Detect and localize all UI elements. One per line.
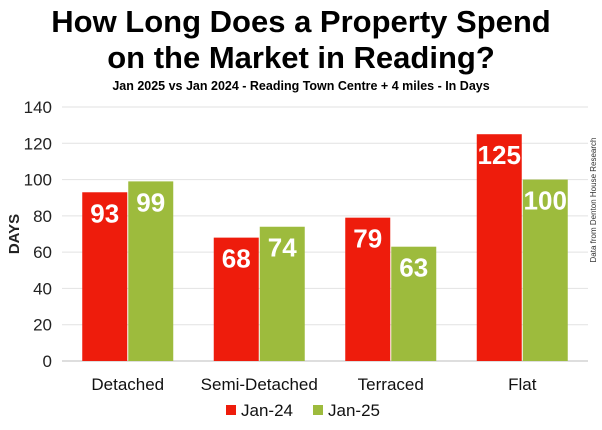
bar bbox=[128, 181, 174, 361]
y-tick-label: 80 bbox=[33, 207, 52, 226]
x-axis-categories: Detached Semi-Detached Terraced Flat bbox=[91, 375, 536, 394]
legend-label: Jan-24 bbox=[241, 401, 293, 420]
bar-value-label: 125 bbox=[478, 140, 521, 170]
bar-value-label: 74 bbox=[268, 233, 297, 263]
bar-value-label: 68 bbox=[222, 244, 251, 274]
bar bbox=[522, 179, 568, 361]
bar bbox=[259, 226, 305, 361]
y-axis-ticks: 0 20 40 60 80 100 120 140 bbox=[24, 98, 52, 371]
bar bbox=[476, 134, 522, 361]
y-tick-label: 100 bbox=[24, 171, 52, 190]
chart-title-line-1: How Long Does a Property Spend bbox=[51, 4, 551, 39]
y-tick-label: 120 bbox=[24, 134, 52, 153]
source-note: Data from Denton House Research bbox=[589, 138, 598, 263]
chart-title-line-2: on the Market in Reading? bbox=[107, 40, 495, 75]
bar bbox=[391, 246, 437, 361]
legend-label: Jan-25 bbox=[328, 401, 380, 420]
y-tick-label: 60 bbox=[33, 243, 52, 262]
x-category-label: Semi-Detached bbox=[201, 375, 318, 394]
y-tick-label: 140 bbox=[24, 98, 52, 117]
x-category-label: Detached bbox=[91, 375, 164, 394]
x-category-label: Flat bbox=[508, 375, 537, 394]
y-tick-label: 40 bbox=[33, 279, 52, 298]
bar bbox=[213, 237, 259, 361]
x-category-label: Terraced bbox=[358, 375, 424, 394]
bars bbox=[82, 134, 568, 361]
bar-value-label: 93 bbox=[90, 198, 119, 228]
bar-value-label: 100 bbox=[524, 186, 567, 216]
y-tick-label: 0 bbox=[43, 352, 52, 371]
chart-subtitle: Jan 2025 vs Jan 2024 - Reading Town Cent… bbox=[112, 79, 490, 93]
y-axis-label: DAYS bbox=[6, 214, 23, 254]
bar bbox=[82, 192, 128, 361]
legend: Jan-24 Jan-25 bbox=[226, 401, 380, 420]
bar-value-label: 63 bbox=[399, 253, 428, 283]
bar bbox=[345, 217, 391, 361]
y-tick-label: 20 bbox=[33, 316, 52, 335]
legend-swatch bbox=[226, 405, 236, 415]
legend-swatch bbox=[313, 405, 323, 415]
bar-value-label: 99 bbox=[136, 187, 165, 217]
bar-value-label: 79 bbox=[353, 224, 382, 254]
